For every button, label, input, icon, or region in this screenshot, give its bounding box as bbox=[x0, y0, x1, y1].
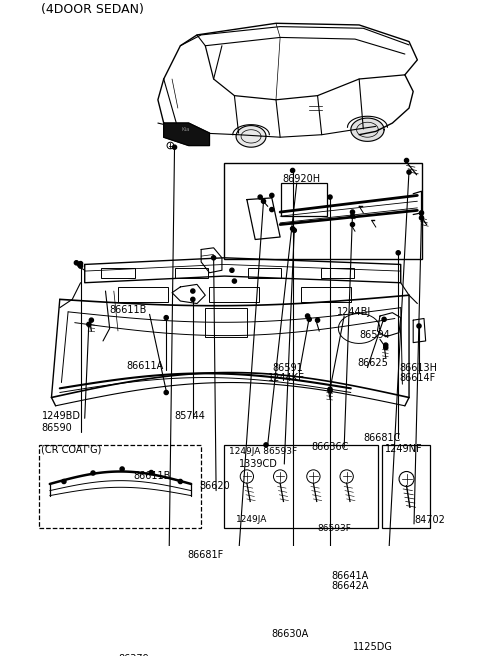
Bar bbox=[39, 445, 201, 528]
Circle shape bbox=[149, 470, 153, 475]
Circle shape bbox=[382, 318, 386, 321]
Circle shape bbox=[87, 322, 91, 327]
Circle shape bbox=[420, 216, 423, 220]
Text: 86611B: 86611B bbox=[133, 470, 170, 481]
Bar bbox=[321, 268, 354, 277]
Circle shape bbox=[74, 260, 79, 265]
Circle shape bbox=[420, 211, 423, 215]
Circle shape bbox=[164, 390, 168, 394]
Circle shape bbox=[417, 324, 421, 328]
Circle shape bbox=[290, 169, 295, 173]
Text: 86630A: 86630A bbox=[272, 628, 309, 639]
Text: (CR COAT'G): (CR COAT'G) bbox=[41, 444, 102, 454]
Text: (4DOOR SEDAN): (4DOOR SEDAN) bbox=[41, 3, 144, 16]
Bar bbox=[383, 445, 430, 528]
Circle shape bbox=[290, 226, 295, 231]
Bar bbox=[118, 287, 168, 302]
Circle shape bbox=[315, 318, 320, 322]
Circle shape bbox=[328, 195, 332, 199]
Text: 86636C: 86636C bbox=[311, 442, 348, 453]
Text: 1244BJ: 1244BJ bbox=[336, 307, 371, 317]
Circle shape bbox=[91, 471, 95, 475]
Text: 86614F: 86614F bbox=[399, 373, 435, 382]
Circle shape bbox=[328, 387, 332, 391]
Circle shape bbox=[164, 316, 168, 319]
Circle shape bbox=[178, 480, 182, 483]
Text: Kia: Kia bbox=[182, 127, 191, 133]
Text: 86681C: 86681C bbox=[363, 433, 401, 443]
Polygon shape bbox=[351, 118, 384, 141]
Circle shape bbox=[232, 279, 237, 283]
Circle shape bbox=[350, 214, 355, 218]
Text: 86590: 86590 bbox=[41, 423, 72, 433]
Text: 86611A: 86611A bbox=[126, 361, 164, 371]
Text: 86641A: 86641A bbox=[332, 571, 369, 581]
Circle shape bbox=[405, 158, 408, 163]
Text: 86594: 86594 bbox=[359, 330, 390, 340]
Bar bbox=[225, 445, 378, 528]
Bar bbox=[209, 287, 259, 302]
Circle shape bbox=[62, 480, 66, 483]
Text: 85744: 85744 bbox=[175, 411, 205, 420]
Circle shape bbox=[172, 145, 177, 150]
Text: 1249JA: 1249JA bbox=[236, 515, 267, 524]
Bar bbox=[175, 268, 208, 277]
Bar bbox=[205, 308, 247, 337]
Circle shape bbox=[89, 318, 94, 322]
Circle shape bbox=[384, 343, 388, 347]
Circle shape bbox=[191, 289, 195, 293]
Circle shape bbox=[270, 194, 274, 197]
Bar bbox=[301, 287, 351, 302]
Circle shape bbox=[407, 170, 411, 174]
Circle shape bbox=[212, 256, 216, 260]
Text: 1339CD: 1339CD bbox=[239, 459, 277, 469]
Bar bbox=[281, 183, 327, 216]
Circle shape bbox=[350, 222, 355, 226]
Circle shape bbox=[258, 195, 262, 199]
Polygon shape bbox=[164, 123, 209, 146]
Circle shape bbox=[270, 207, 274, 212]
Text: 86642A: 86642A bbox=[332, 581, 369, 591]
Circle shape bbox=[79, 264, 83, 268]
Text: 86379: 86379 bbox=[118, 655, 149, 656]
Circle shape bbox=[292, 228, 296, 232]
Circle shape bbox=[262, 199, 265, 203]
Text: 1249NF: 1249NF bbox=[385, 444, 422, 454]
Text: 86593F: 86593F bbox=[318, 523, 351, 533]
Text: 1244KE: 1244KE bbox=[268, 373, 305, 383]
Circle shape bbox=[230, 268, 234, 272]
Bar bbox=[101, 268, 134, 277]
Circle shape bbox=[396, 251, 400, 255]
Circle shape bbox=[264, 443, 268, 447]
Text: 86625: 86625 bbox=[358, 358, 388, 369]
Text: 86620: 86620 bbox=[200, 482, 230, 491]
Circle shape bbox=[384, 346, 388, 350]
Circle shape bbox=[350, 210, 355, 214]
Text: 86681F: 86681F bbox=[187, 550, 223, 560]
Text: 1249JA 86593F: 1249JA 86593F bbox=[228, 447, 297, 456]
Text: 86920H: 86920H bbox=[283, 174, 321, 184]
Text: 86613H: 86613H bbox=[399, 363, 437, 373]
Circle shape bbox=[120, 467, 124, 471]
Circle shape bbox=[328, 389, 332, 393]
Circle shape bbox=[305, 314, 310, 318]
Circle shape bbox=[79, 262, 83, 266]
Text: 86611B: 86611B bbox=[109, 305, 147, 315]
Text: 84702: 84702 bbox=[414, 515, 445, 525]
Bar bbox=[248, 268, 281, 277]
Text: 1249BD: 1249BD bbox=[41, 411, 81, 420]
Text: 86591: 86591 bbox=[273, 363, 303, 373]
Circle shape bbox=[191, 297, 195, 302]
Polygon shape bbox=[236, 125, 266, 147]
Text: 1125DG: 1125DG bbox=[352, 642, 392, 652]
Bar bbox=[225, 163, 422, 260]
Circle shape bbox=[307, 318, 312, 321]
